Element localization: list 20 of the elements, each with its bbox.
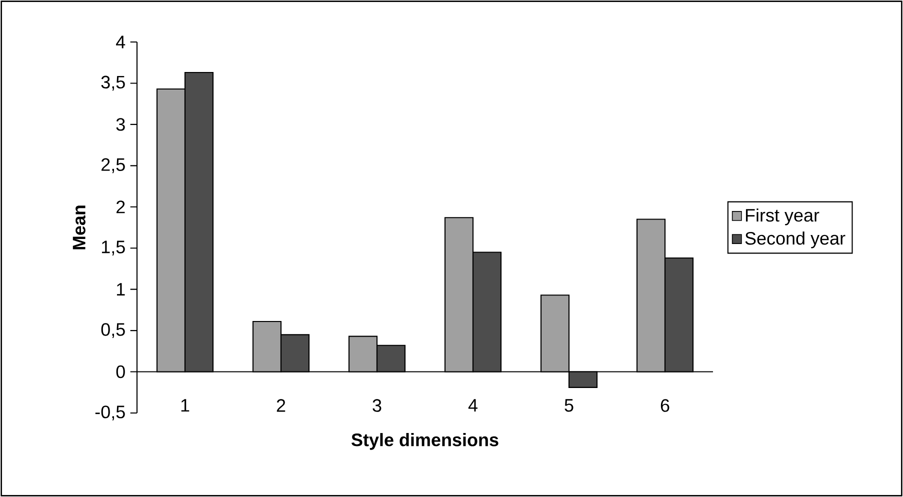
y-tick-label: 0 (116, 365, 125, 378)
y-axis-title: Mean (72, 206, 86, 250)
y-tick-label: -0,5 (95, 406, 125, 420)
y-tick-label: 3,5 (101, 76, 125, 91)
x-tick-label: 4 (468, 399, 478, 412)
x-tick-label: 5 (564, 399, 574, 412)
legend-label: First year (746, 208, 820, 226)
y-tick-label: 2 (116, 200, 125, 214)
x-tick-label: 6 (660, 399, 670, 412)
legend-label: Second year (745, 231, 846, 248)
y-tick-label: 2,5 (102, 158, 125, 174)
y-tick-label: 3 (116, 118, 125, 131)
y-tick-label: 1 (116, 283, 125, 296)
x-axis-title: Style dimensions (352, 433, 498, 450)
y-tick-label: 4 (116, 36, 126, 48)
x-tick-label: 1 (181, 399, 190, 412)
y-tick-label: 0,5 (101, 323, 125, 338)
x-tick-label: 3 (372, 399, 382, 412)
x-tick-label: 2 (276, 399, 286, 412)
y-tick-label: 1,5 (102, 240, 125, 256)
